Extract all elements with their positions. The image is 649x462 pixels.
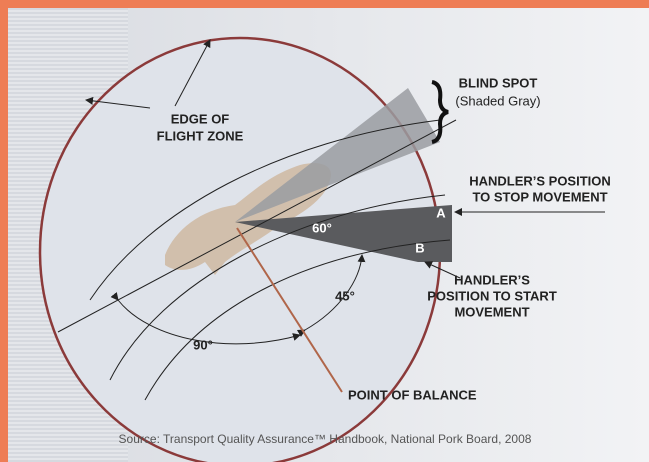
diagram: EDGE OF FLIGHT ZONE BLIND SPOT (Shaded G… [0, 0, 649, 462]
label: BLIND SPOT [459, 75, 538, 90]
label: HANDLER’S [454, 272, 530, 287]
label: TO STOP MOVEMENT [472, 189, 607, 204]
angle-label: 45° [335, 288, 355, 303]
page: EDGE OF FLIGHT ZONE BLIND SPOT (Shaded G… [0, 0, 649, 462]
angle-label: 90° [193, 337, 213, 352]
label: POSITION TO START [427, 288, 557, 303]
point-label: B [415, 240, 424, 255]
point-label: A [436, 205, 446, 220]
label: MOVEMENT [454, 304, 529, 319]
label: EDGE OF [171, 111, 230, 126]
label: FLIGHT ZONE [157, 128, 244, 143]
label: (Shaded Gray) [455, 93, 540, 108]
angle-label: 60° [312, 220, 332, 235]
left-border [0, 0, 8, 462]
label: POINT OF BALANCE [348, 387, 477, 402]
label: HANDLER’S POSITION [469, 173, 611, 188]
top-border [0, 0, 649, 8]
source: Source: Transport Quality Assurance™ Han… [119, 432, 532, 446]
